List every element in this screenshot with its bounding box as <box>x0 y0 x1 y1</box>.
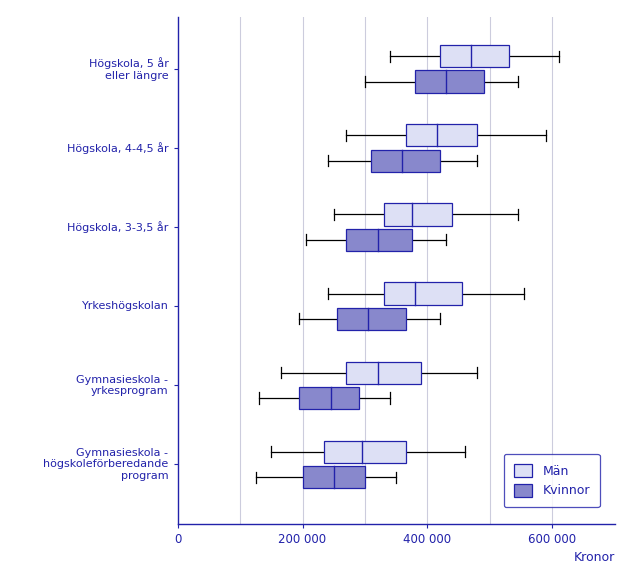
Bar <box>440 45 508 68</box>
Bar <box>346 361 421 384</box>
Bar <box>299 387 359 409</box>
Bar <box>384 203 453 226</box>
Bar <box>372 150 440 172</box>
Bar <box>406 125 477 147</box>
Bar <box>302 466 365 488</box>
Legend: Män, Kvinnor: Män, Kvinnor <box>504 454 600 508</box>
Bar <box>415 70 484 93</box>
Bar <box>337 308 406 330</box>
X-axis label: Kronor: Kronor <box>574 551 615 565</box>
Bar <box>346 229 412 251</box>
Bar <box>384 282 462 304</box>
Bar <box>325 441 406 463</box>
